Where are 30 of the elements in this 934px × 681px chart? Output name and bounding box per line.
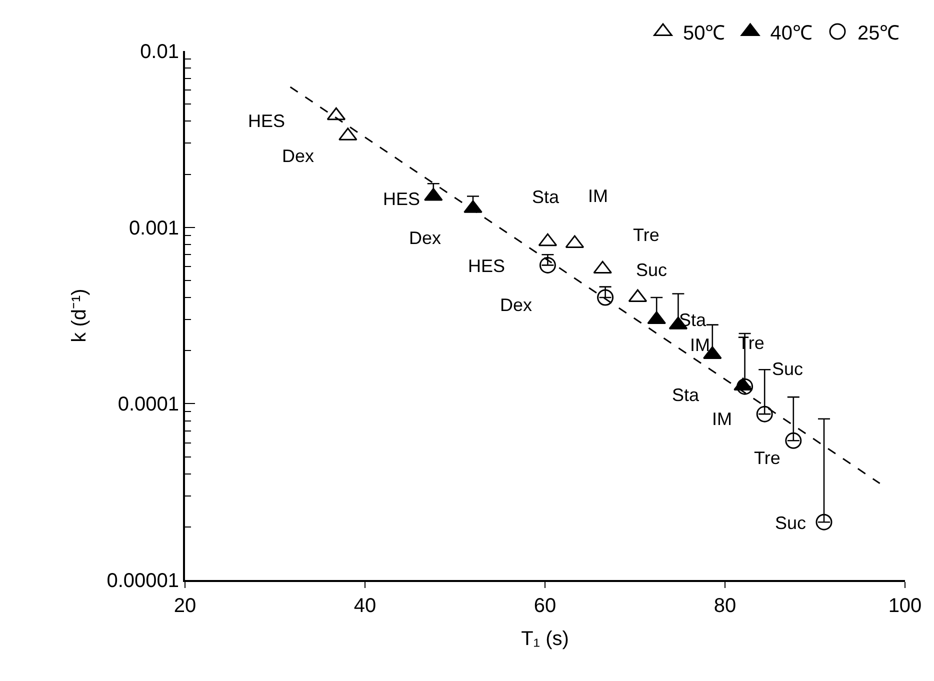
y-tick-label: 0.001 xyxy=(128,217,179,240)
annotation: IM xyxy=(712,409,732,429)
legend-label: 50℃ xyxy=(683,22,726,44)
x-tick-label: 20 xyxy=(174,595,196,617)
annotation: Suc xyxy=(775,513,806,533)
legend-label: 25℃ xyxy=(858,22,900,44)
annotation: Sta xyxy=(532,187,560,207)
annotation: Suc xyxy=(772,359,804,379)
x-axis-title: T₁ (s) xyxy=(521,628,569,650)
y-axis-title: k (d⁻¹) xyxy=(68,288,91,342)
x-tick-label: 100 xyxy=(888,595,922,617)
annotation: IM xyxy=(690,335,710,355)
annotation: HES xyxy=(468,256,506,276)
annotation: Dex xyxy=(500,295,532,315)
x-tick-label: 80 xyxy=(714,595,736,617)
y-tick-label: 0.00001 xyxy=(106,570,179,592)
y-tick-label: 0.0001 xyxy=(118,394,179,416)
annotation: HES xyxy=(248,111,286,131)
annotation: Dex xyxy=(409,228,442,248)
annotation: Sta xyxy=(672,385,700,405)
legend-label: 40℃ xyxy=(770,22,812,44)
y-tick-label: 0.01 xyxy=(140,41,179,63)
annotation: Suc xyxy=(636,260,668,280)
annotation: IM xyxy=(588,186,608,206)
annotation: Dex xyxy=(282,146,314,166)
annotation: Tre xyxy=(754,448,780,468)
x-tick-label: 40 xyxy=(354,595,376,617)
annotation: Tre xyxy=(633,225,660,245)
annotation: HES xyxy=(383,189,420,209)
x-tick-label: 60 xyxy=(534,595,556,617)
